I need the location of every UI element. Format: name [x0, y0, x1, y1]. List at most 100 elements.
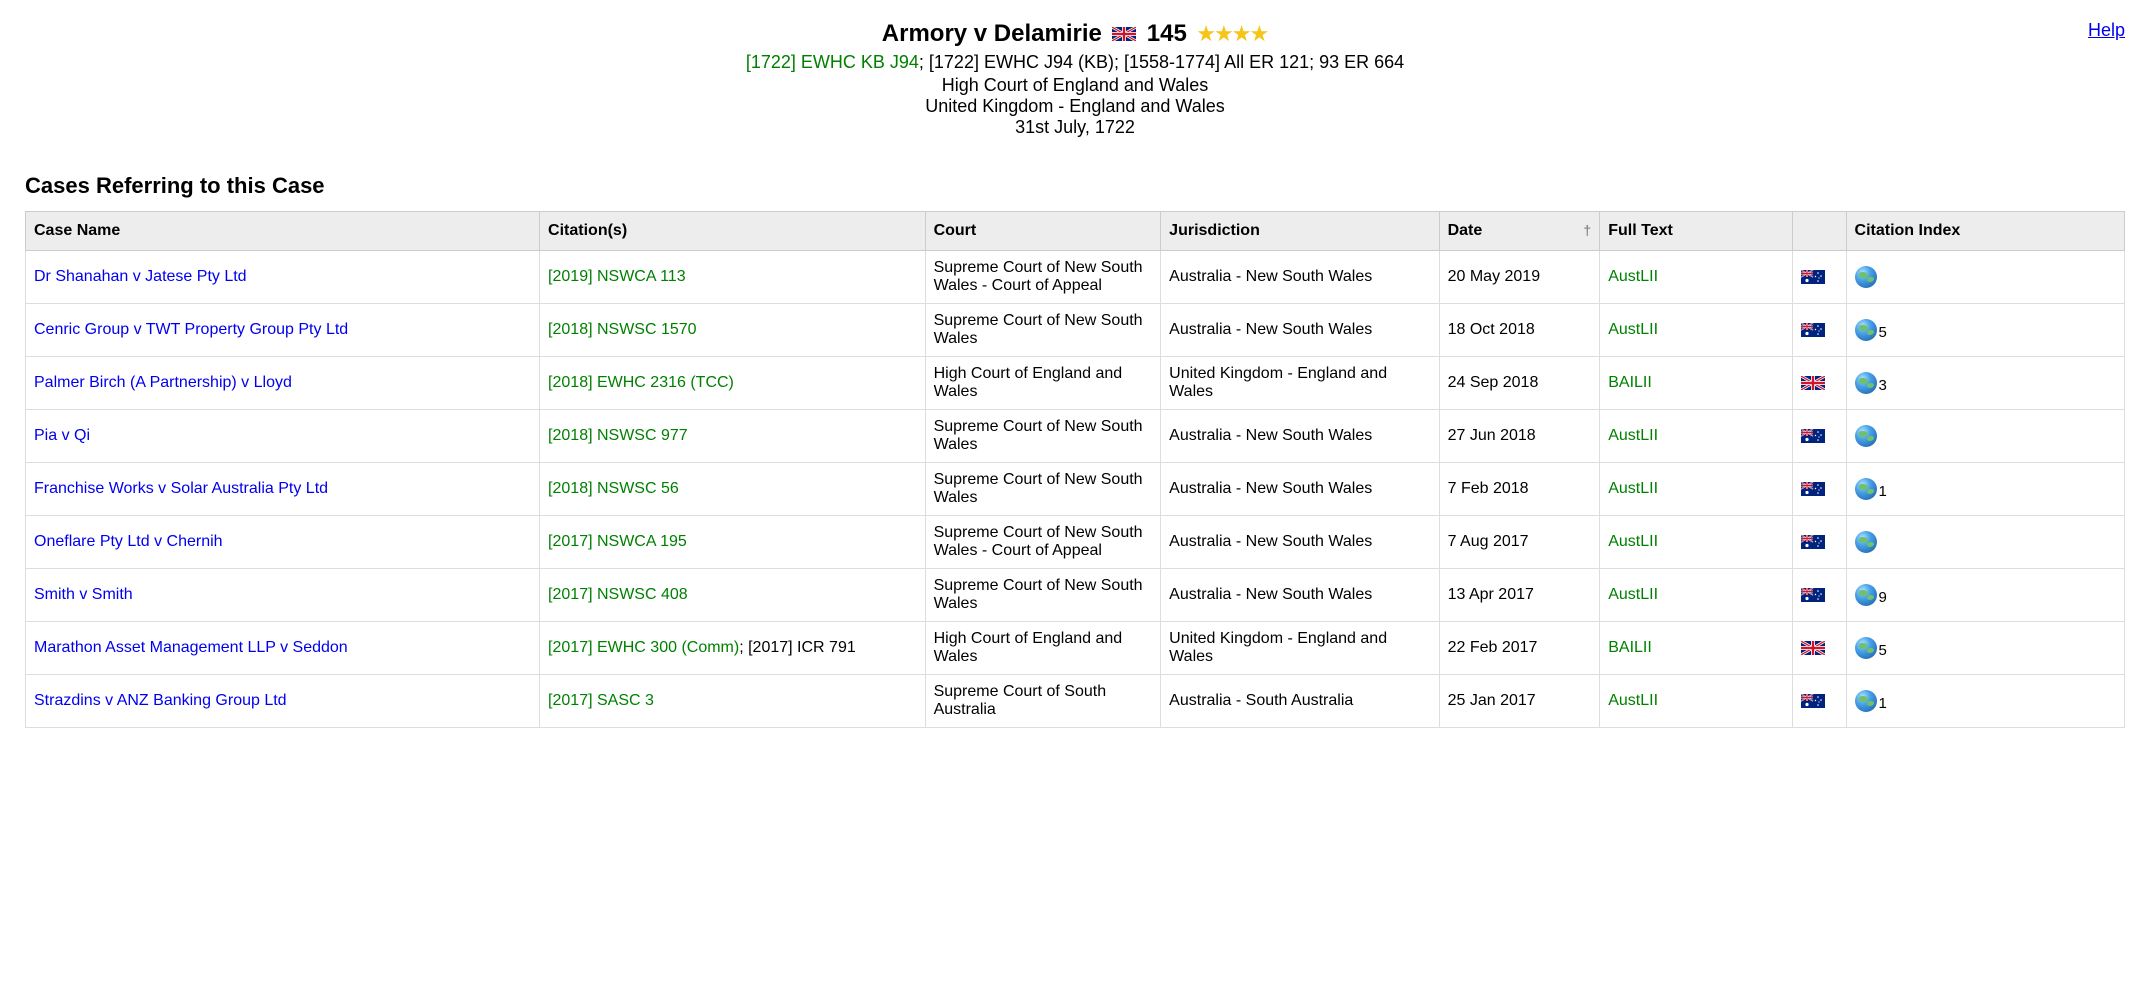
section-heading: Cases Referring to this Case: [25, 173, 2125, 199]
case-name-link[interactable]: Marathon Asset Management LLP v Seddon: [34, 639, 348, 656]
col-header-fulltext[interactable]: Full Text: [1600, 212, 1793, 251]
help-link[interactable]: Help: [2088, 20, 2125, 41]
citation-link[interactable]: [2018] NSWSC 1570: [548, 321, 697, 338]
fulltext-link[interactable]: BAILII: [1608, 374, 1652, 391]
court-cell: Supreme Court of South Australia: [925, 675, 1161, 728]
court-cell: Supreme Court of New South Wales: [925, 463, 1161, 516]
table-row: Franchise Works v Solar Australia Pty Lt…: [26, 463, 2125, 516]
globe-icon[interactable]: [1855, 266, 1877, 288]
citation-link[interactable]: [2018] NSWSC 56: [548, 480, 679, 497]
citation-index-cell: 9: [1846, 569, 2124, 622]
citation-link[interactable]: [2017] EWHC 300 (Comm): [548, 639, 739, 656]
table-row: Dr Shanahan v Jatese Pty Ltd [2019] NSWCA…: [26, 251, 2125, 304]
citation-link[interactable]: [2018] NSWSC 977: [548, 427, 688, 444]
date-cell: 25 Jan 2017: [1439, 675, 1600, 728]
citation-index-cell: 5: [1846, 304, 2124, 357]
au-flag-icon: [1801, 694, 1825, 708]
globe-icon[interactable]: [1855, 372, 1877, 394]
globe-icon[interactable]: [1855, 637, 1877, 659]
date-cell: 7 Feb 2018: [1439, 463, 1600, 516]
date-cell: 27 Jun 2018: [1439, 410, 1600, 463]
fulltext-link[interactable]: AustLII: [1608, 427, 1658, 444]
col-header-date[interactable]: Date†: [1439, 212, 1600, 251]
court-cell: Supreme Court of New South Wales: [925, 304, 1161, 357]
citation-index-count: 9: [1879, 589, 1887, 606]
col-header-name[interactable]: Case Name: [26, 212, 540, 251]
flag-cell: [1792, 304, 1846, 357]
case-name-link[interactable]: Franchise Works v Solar Australia Pty Lt…: [34, 480, 328, 497]
page-header: Help Armory v Delamirie 145 ★★★★: [25, 20, 2125, 48]
referring-cases-table: Case Name Citation(s) Court Jurisdiction…: [25, 211, 2125, 728]
globe-icon[interactable]: [1855, 584, 1877, 606]
jurisdiction-cell: Australia - New South Wales: [1161, 569, 1439, 622]
uk-flag-icon: [1801, 641, 1825, 655]
flag-cell: [1792, 569, 1846, 622]
citation-link[interactable]: [2019] NSWCA 113: [548, 268, 686, 285]
citation-index-cell: [1846, 251, 2124, 304]
au-flag-icon: [1801, 482, 1825, 496]
court-cell: Supreme Court of New South Wales - Court…: [925, 516, 1161, 569]
citation-index-count: 5: [1879, 324, 1887, 341]
col-header-citation[interactable]: Citation(s): [540, 212, 926, 251]
citation-index-count: 1: [1879, 483, 1887, 500]
other-citations: ; [1722] EWHC J94 (KB); [1558-1774] All …: [919, 52, 1404, 72]
citation-extra: ; [2017] ICR 791: [739, 639, 856, 656]
globe-icon[interactable]: [1855, 478, 1877, 500]
citation-index-count: 1: [1879, 695, 1887, 712]
jurisdiction-cell: Australia - New South Wales: [1161, 304, 1439, 357]
col-header-court[interactable]: Court: [925, 212, 1161, 251]
primary-citation[interactable]: [1722] EWHC KB J94: [746, 52, 919, 72]
jurisdiction-cell: Australia - South Australia: [1161, 675, 1439, 728]
case-title: Armory v Delamirie: [882, 20, 1102, 48]
fulltext-link[interactable]: AustLII: [1608, 268, 1658, 285]
case-name-link[interactable]: Dr Shanahan v Jatese Pty Ltd: [34, 268, 247, 285]
jurisdiction-cell: Australia - New South Wales: [1161, 463, 1439, 516]
au-flag-icon: [1801, 270, 1825, 284]
citation-index-cell: [1846, 516, 2124, 569]
court-cell: Supreme Court of New South Wales: [925, 410, 1161, 463]
jurisdiction-cell: Australia - New South Wales: [1161, 516, 1439, 569]
date-cell: 13 Apr 2017: [1439, 569, 1600, 622]
flag-cell: [1792, 622, 1846, 675]
citation-link[interactable]: [2018] EWHC 2316 (TCC): [548, 374, 734, 391]
flag-cell: [1792, 357, 1846, 410]
citation-link[interactable]: [2017] NSWCA 195: [548, 533, 687, 550]
flag-cell: [1792, 410, 1846, 463]
col-header-flag[interactable]: [1792, 212, 1846, 251]
jurisdiction-line: United Kingdom - England and Wales: [25, 96, 2125, 117]
table-row: Palmer Birch (A Partnership) v Lloyd [201…: [26, 357, 2125, 410]
globe-icon[interactable]: [1855, 531, 1877, 553]
case-name-link[interactable]: Cenric Group v TWT Property Group Pty Lt…: [34, 321, 348, 338]
fulltext-link[interactable]: AustLII: [1608, 586, 1658, 603]
case-name-link[interactable]: Strazdins v ANZ Banking Group Ltd: [34, 692, 287, 709]
jurisdiction-cell: United Kingdom - England and Wales: [1161, 622, 1439, 675]
table-row: Cenric Group v TWT Property Group Pty Lt…: [26, 304, 2125, 357]
case-name-link[interactable]: Pia v Qi: [34, 427, 90, 444]
globe-icon[interactable]: [1855, 425, 1877, 447]
fulltext-link[interactable]: AustLII: [1608, 321, 1658, 338]
citation-index-cell: 5: [1846, 622, 2124, 675]
case-name-link[interactable]: Oneflare Pty Ltd v Chernih: [34, 533, 223, 550]
date-line: 31st July, 1722: [25, 117, 2125, 138]
fulltext-link[interactable]: AustLII: [1608, 692, 1658, 709]
citation-link[interactable]: [2017] NSWSC 408: [548, 586, 688, 603]
flag-cell: [1792, 516, 1846, 569]
citation-link[interactable]: [2017] SASC 3: [548, 692, 654, 709]
table-row: Smith v Smith [2017] NSWSC 408 Supreme Cou…: [26, 569, 2125, 622]
fulltext-link[interactable]: AustLII: [1608, 480, 1658, 497]
fulltext-link[interactable]: AustLII: [1608, 533, 1658, 550]
au-flag-icon: [1801, 323, 1825, 337]
flag-cell: [1792, 675, 1846, 728]
citation-index-cell: 1: [1846, 675, 2124, 728]
court-cell: Supreme Court of New South Wales: [925, 569, 1161, 622]
citation-index-cell: 3: [1846, 357, 2124, 410]
globe-icon[interactable]: [1855, 319, 1877, 341]
date-cell: 18 Oct 2018: [1439, 304, 1600, 357]
court-cell: High Court of England and Wales: [925, 622, 1161, 675]
col-header-citation-index[interactable]: Citation Index: [1846, 212, 2124, 251]
case-name-link[interactable]: Smith v Smith: [34, 586, 133, 603]
case-name-link[interactable]: Palmer Birch (A Partnership) v Lloyd: [34, 374, 292, 391]
globe-icon[interactable]: [1855, 690, 1877, 712]
col-header-jurisdiction[interactable]: Jurisdiction: [1161, 212, 1439, 251]
fulltext-link[interactable]: BAILII: [1608, 639, 1652, 656]
